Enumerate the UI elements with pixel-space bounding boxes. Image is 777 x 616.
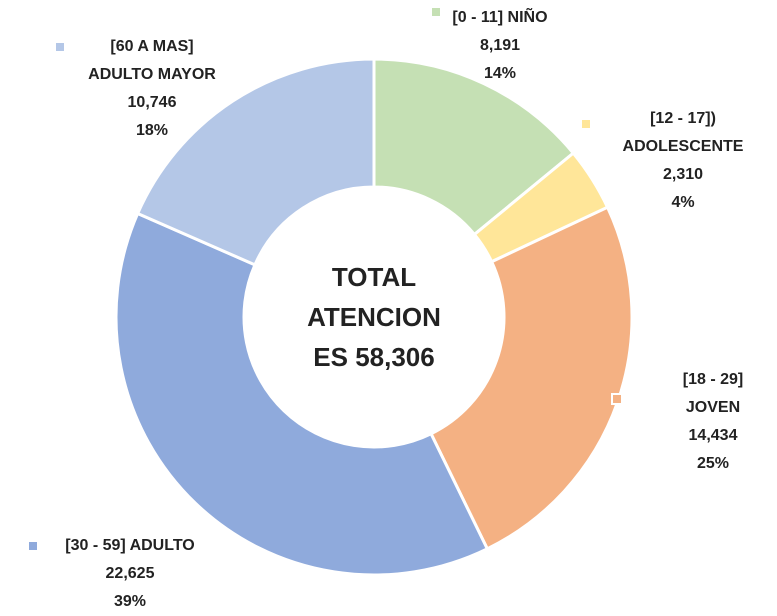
donut-slice <box>372 57 576 237</box>
donut-slice <box>429 205 634 551</box>
legend-marker <box>29 542 37 550</box>
value-label: 2,310 <box>662 166 704 183</box>
donut-slice <box>114 211 490 577</box>
data-label: [18 - 29] JOVEN 14,434 25% <box>663 366 763 478</box>
percentage-label: 18% <box>135 122 169 139</box>
category-label: [30 - 59] ADULTO <box>65 537 195 554</box>
data-label: [0 - 11] NIÑO 8,191 14% <box>400 4 600 88</box>
donut-slice <box>135 57 376 267</box>
percentage-label: 25% <box>696 455 730 472</box>
percentage-label: 4% <box>671 194 695 211</box>
data-label: [60 A MAS] ADULTO MAYOR 10,746 18% <box>82 33 222 145</box>
percentage-label: 39% <box>113 593 147 610</box>
value-label: 22,625 <box>105 565 155 582</box>
data-label: [12 - 17]) ADOLESCENTE 2,310 4% <box>608 105 758 217</box>
category-label: [12 - 17]) ADOLESCENTE <box>622 110 744 155</box>
category-label: [0 - 11] NIÑO <box>452 9 548 26</box>
center-text: TOTAL ATENCION ES 58,306 <box>307 262 441 372</box>
value-label: 10,746 <box>127 94 177 111</box>
value-label: 8,191 <box>479 37 521 54</box>
legend-marker <box>432 8 440 16</box>
category-label: [60 A MAS] ADULTO MAYOR <box>88 38 216 83</box>
category-label: [18 - 29] JOVEN <box>682 371 744 416</box>
percentage-label: 14% <box>483 65 517 82</box>
legend-marker <box>56 43 64 51</box>
legend-marker <box>613 395 621 403</box>
value-label: 14,434 <box>688 427 738 444</box>
data-label: [30 - 59] ADULTO 22,625 39% <box>20 532 240 616</box>
legend-marker <box>582 120 590 128</box>
